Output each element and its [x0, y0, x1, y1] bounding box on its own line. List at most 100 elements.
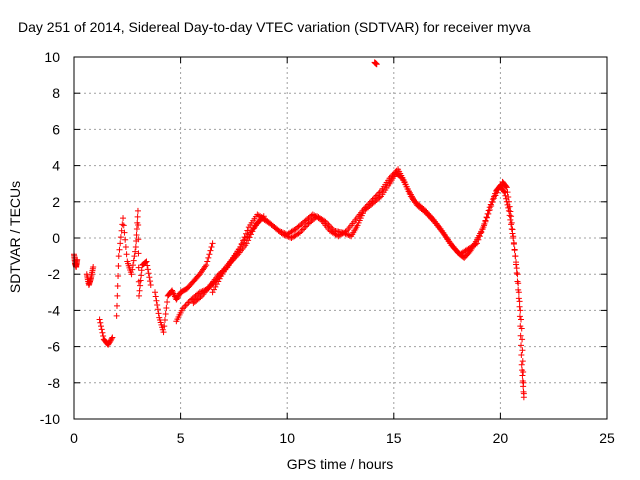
data-point [516, 303, 523, 310]
data-point-fill [472, 241, 479, 248]
data-point-fill [117, 234, 124, 241]
data-point [243, 240, 250, 247]
data-point-fill [147, 278, 154, 285]
y-tick-label: 0 [52, 230, 60, 246]
data-point-fill [145, 270, 152, 277]
data-point-fill [135, 264, 142, 271]
data-point-fill [500, 188, 507, 195]
chart-title: Day 251 of 2014, Sidereal Day-to-day VTE… [18, 19, 531, 35]
data-point-fill [211, 286, 218, 293]
data-point [501, 189, 508, 196]
data-point-fill [301, 225, 308, 232]
data-point-fill [278, 228, 285, 235]
data-point-fill [505, 198, 512, 205]
data-point-fill [519, 367, 526, 374]
data-point-fill [509, 226, 516, 233]
data-point-fill [206, 251, 213, 258]
data-point-fill [485, 210, 492, 217]
data-point-fill [116, 246, 123, 253]
data-point-fill [476, 233, 483, 240]
data-point-fill [510, 233, 517, 240]
data-point-fill [161, 317, 168, 324]
data-point-fill [182, 302, 189, 309]
data-point-fill [505, 193, 512, 200]
data-point-fill [249, 228, 256, 235]
data-point-fill [506, 212, 513, 219]
data-point-fill [134, 213, 141, 220]
data-point [90, 263, 97, 270]
data-point [203, 262, 210, 269]
data-point [132, 244, 139, 251]
data-point-fill [507, 208, 514, 215]
data-point-fill [478, 229, 485, 236]
data-point [209, 289, 216, 296]
data-point-fill [114, 292, 121, 299]
data-point [143, 258, 150, 265]
data-point [491, 195, 498, 202]
data-point [128, 271, 135, 278]
data-point-fill [510, 239, 517, 246]
data-point [482, 218, 489, 225]
data-point-fill [514, 278, 521, 285]
data-point-fill [475, 236, 482, 243]
data-point-fill [119, 221, 126, 228]
data-point-fill [213, 281, 220, 288]
data-point-fill [99, 329, 106, 336]
data-point-fill [519, 336, 526, 343]
data-point-fill [299, 226, 306, 233]
data-point [96, 316, 103, 323]
data-point [503, 184, 510, 191]
data-point-fill [520, 388, 527, 395]
data-points [71, 59, 527, 401]
data-point-fill [516, 298, 523, 305]
data-point-fill [131, 253, 138, 260]
data-point-fill [316, 215, 323, 222]
data-point-fill [114, 282, 121, 289]
data-point-fill [516, 313, 523, 320]
data-point-fill [245, 237, 252, 244]
data-point [120, 215, 127, 222]
data-point-fill [502, 192, 509, 199]
data-point [275, 227, 282, 234]
data-point [74, 256, 81, 263]
data-point-fill [130, 257, 137, 264]
data-point-fill [277, 228, 284, 235]
data-point-fill [113, 302, 120, 309]
y-tick-label: -6 [48, 339, 61, 355]
data-point [520, 394, 527, 401]
data-point-fill [503, 183, 510, 190]
data-point-fill [137, 282, 144, 289]
data-point-fill [507, 216, 514, 223]
data-point-fill [100, 333, 107, 340]
data-point-fill [205, 254, 212, 261]
data-point-fill [519, 358, 526, 365]
data-point-fill [508, 225, 515, 232]
data-point-fill [185, 299, 192, 306]
data-point-fill [115, 273, 122, 280]
data-point [109, 334, 116, 341]
data-point-fill [129, 266, 136, 273]
data-point [160, 329, 167, 336]
data-point-fill [481, 222, 488, 229]
x-tick-label: 0 [70, 430, 78, 446]
data-point-fill [136, 287, 143, 294]
data-point-fill [504, 189, 511, 196]
data-point-fill [197, 294, 204, 301]
data-point-fill [518, 316, 525, 323]
data-point-fill [489, 199, 496, 206]
data-point-fill [138, 267, 145, 274]
data-point-fill [496, 184, 503, 191]
data-point-fill [520, 383, 527, 390]
x-axis-label: GPS time / hours [286, 456, 394, 472]
data-point-fill [135, 236, 142, 243]
data-point [134, 207, 141, 214]
data-point-fill [215, 278, 222, 285]
x-tick-label: 25 [599, 430, 615, 446]
data-point-fill [183, 301, 190, 308]
data-point-fill [132, 248, 139, 255]
data-point-fill [506, 203, 513, 210]
data-point-fill [117, 240, 124, 247]
data-point-fill [162, 311, 169, 318]
y-tick-label: -8 [48, 375, 61, 391]
data-point-fill [115, 263, 122, 270]
